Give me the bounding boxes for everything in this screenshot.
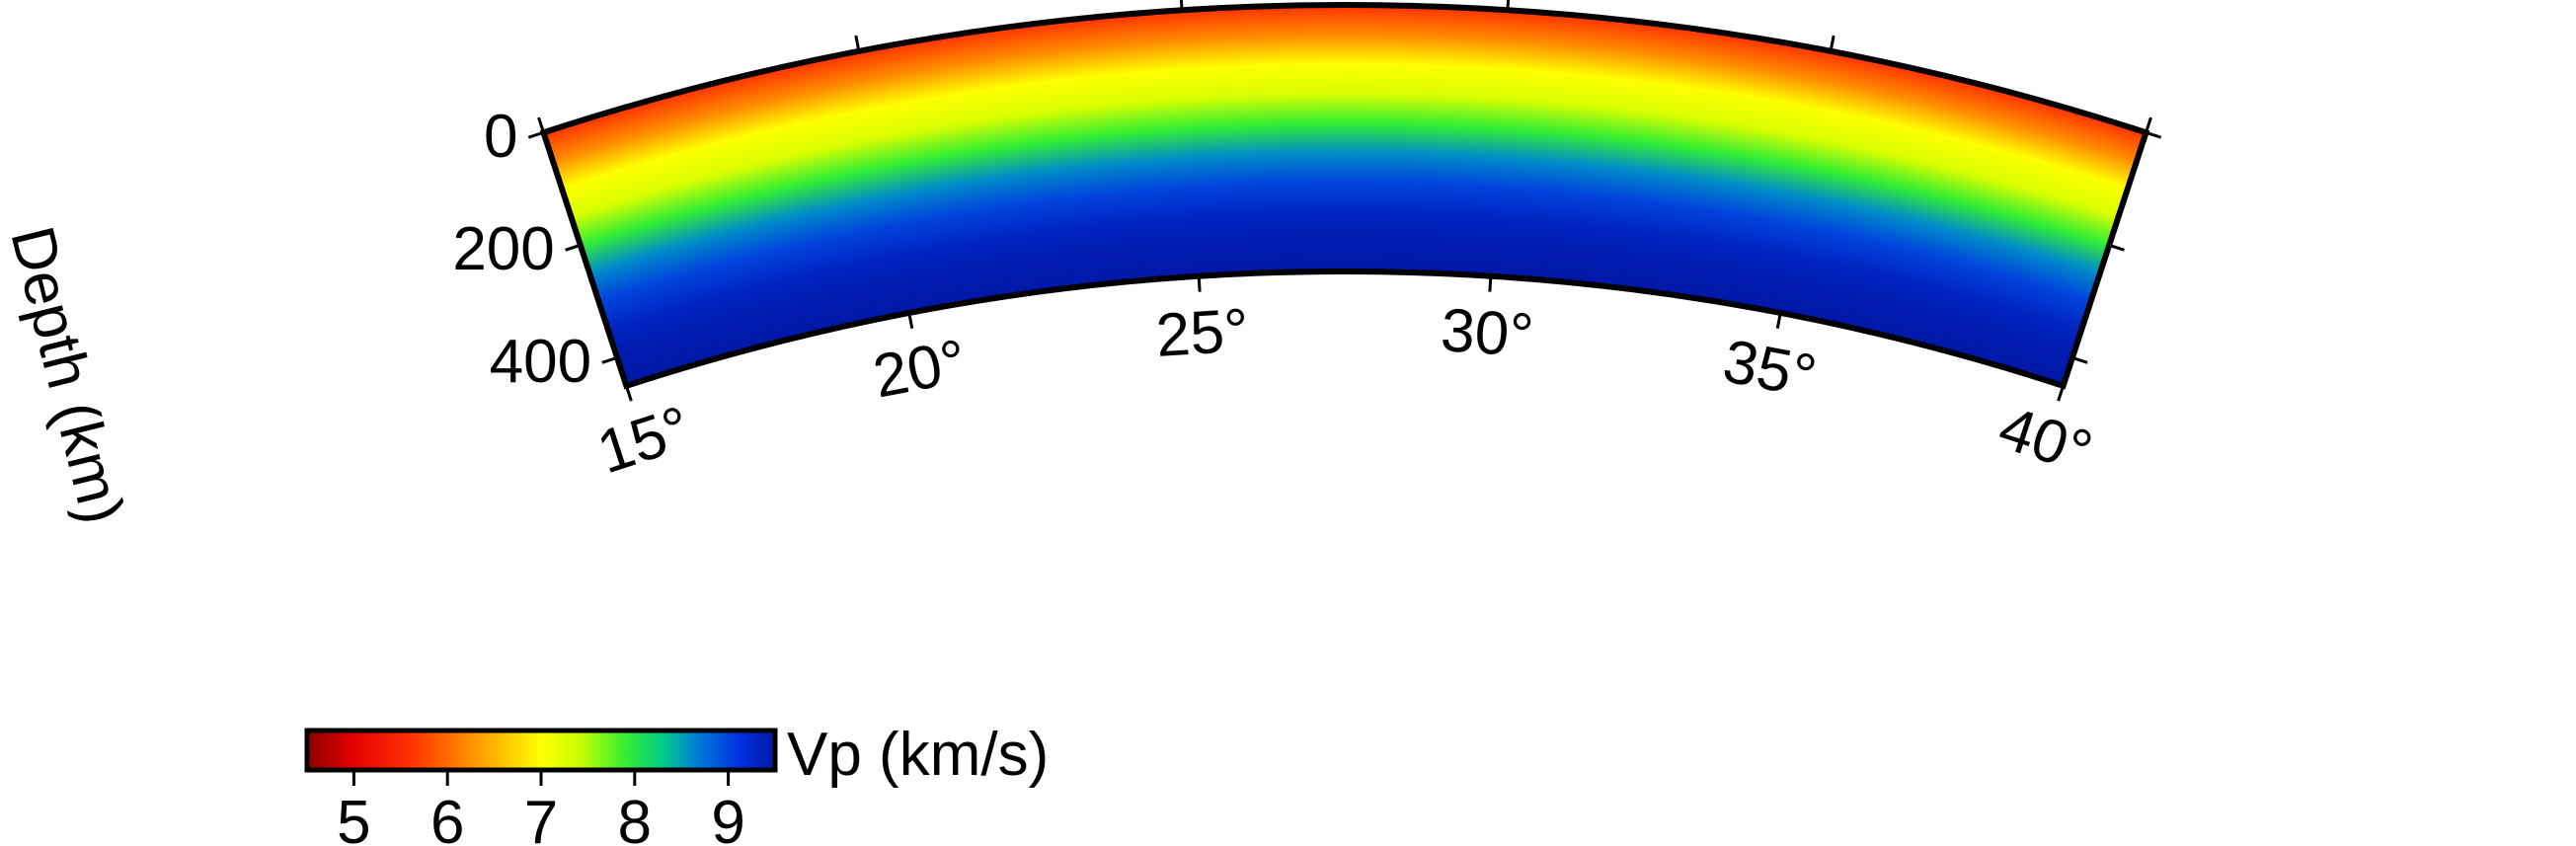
x-tick-label-25: 25° <box>1154 296 1251 370</box>
cross-section-plot: 15° 20° 25° 30° 35° 40° 0 200 400 <box>452 0 2162 488</box>
colorbar-tick-label-6: 6 <box>430 789 464 846</box>
colorbar: 5 6 7 8 9 Vp (km/s) <box>304 721 1049 846</box>
top-tick-35 <box>1829 35 1835 52</box>
colorbar-ticks: 5 6 7 8 9 <box>337 770 745 846</box>
x-tick-label-35: 35° <box>1718 327 1822 411</box>
x-tick-label-15: 15° <box>589 394 699 488</box>
depth-tick-label-200: 200 <box>452 215 554 283</box>
top-tick-30 <box>1506 0 1511 11</box>
depth-tick-400 <box>601 355 618 364</box>
right-axis-ticks <box>2071 130 2162 364</box>
right-depth-tick-0 <box>2146 130 2162 139</box>
depth-axis-ticks: 0 200 400 <box>452 103 618 396</box>
top-tick-25 <box>1179 0 1184 11</box>
x-tick-label-20: 20° <box>868 327 972 411</box>
x-tick-label-30: 30° <box>1439 296 1535 370</box>
colorbar-tick-label-5: 5 <box>337 789 370 846</box>
top-axis-ticks <box>537 0 2152 133</box>
bottom-tick-15 <box>624 385 633 402</box>
bottom-tick-35 <box>1775 312 1782 329</box>
depth-tick-label-0: 0 <box>484 103 517 171</box>
bottom-tick-25 <box>1197 275 1202 292</box>
colorbar-title: Vp (km/s) <box>787 721 1049 789</box>
top-tick-40 <box>2145 116 2152 133</box>
velocity-field <box>543 5 2147 386</box>
right-depth-tick-400 <box>2071 355 2088 364</box>
top-tick-20 <box>854 35 861 52</box>
bottom-tick-20 <box>907 312 914 329</box>
colorbar-tick-label-8: 8 <box>618 789 652 846</box>
colorbar-gradient <box>304 728 778 773</box>
bottom-tick-30 <box>1488 275 1493 292</box>
top-tick-15 <box>537 116 545 133</box>
depth-tick-0 <box>527 130 544 139</box>
colorbar-tick-label-7: 7 <box>524 789 558 846</box>
depth-tick-label-400: 400 <box>490 328 591 396</box>
x-tick-label-40: 40° <box>1991 394 2100 488</box>
depth-tick-200 <box>565 243 582 252</box>
right-depth-tick-200 <box>2108 243 2125 252</box>
bottom-tick-40 <box>2057 385 2066 402</box>
y-axis-title: Depth (km) <box>0 220 136 530</box>
colorbar-tick-label-9: 9 <box>711 789 744 846</box>
